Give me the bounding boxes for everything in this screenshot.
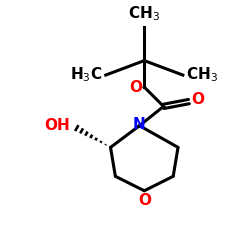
Text: O: O — [129, 80, 142, 94]
Text: CH$_3$: CH$_3$ — [128, 4, 160, 23]
Text: O: O — [138, 193, 151, 208]
Text: CH$_3$: CH$_3$ — [186, 66, 218, 84]
Text: H$_3$C: H$_3$C — [70, 66, 102, 84]
Text: N: N — [133, 117, 146, 132]
Text: OH: OH — [44, 118, 70, 133]
Text: O: O — [191, 92, 204, 107]
